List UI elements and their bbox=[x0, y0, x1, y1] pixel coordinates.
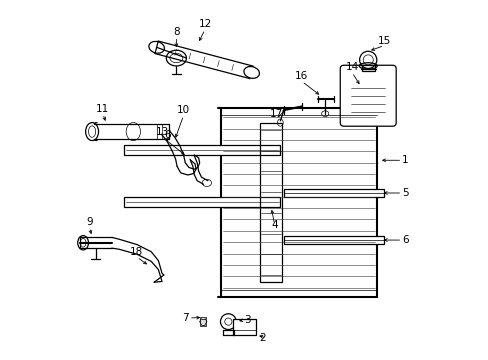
Ellipse shape bbox=[126, 122, 140, 141]
Text: 16: 16 bbox=[295, 71, 308, 81]
Text: 15: 15 bbox=[377, 36, 390, 45]
Text: 7: 7 bbox=[182, 313, 188, 323]
Text: 5: 5 bbox=[402, 188, 408, 198]
Ellipse shape bbox=[148, 41, 164, 53]
Bar bbox=[283, 236, 384, 244]
Bar bbox=[221, 108, 376, 297]
Text: 4: 4 bbox=[271, 220, 278, 230]
Text: 3: 3 bbox=[244, 315, 251, 325]
Text: 13: 13 bbox=[155, 127, 168, 137]
Bar bbox=[200, 318, 206, 326]
Text: 17: 17 bbox=[269, 109, 283, 119]
Bar bbox=[124, 197, 280, 207]
Ellipse shape bbox=[85, 123, 99, 140]
Text: 6: 6 bbox=[402, 235, 408, 245]
Ellipse shape bbox=[78, 235, 88, 250]
Text: 1: 1 bbox=[402, 155, 408, 165]
Text: 14: 14 bbox=[345, 62, 358, 72]
Text: 18: 18 bbox=[130, 247, 143, 257]
Ellipse shape bbox=[244, 67, 259, 78]
Bar bbox=[361, 65, 374, 71]
Text: 6: 6 bbox=[164, 130, 170, 140]
Bar bbox=[260, 123, 281, 282]
Text: 10: 10 bbox=[177, 105, 190, 116]
Text: 8: 8 bbox=[173, 27, 179, 37]
Text: 12: 12 bbox=[198, 19, 211, 30]
Text: 11: 11 bbox=[96, 104, 109, 114]
Bar bbox=[283, 189, 384, 197]
Bar bbox=[233, 319, 256, 335]
Text: 2: 2 bbox=[259, 333, 265, 343]
Text: 9: 9 bbox=[86, 217, 93, 227]
Bar bbox=[124, 145, 280, 155]
FancyBboxPatch shape bbox=[340, 65, 395, 126]
